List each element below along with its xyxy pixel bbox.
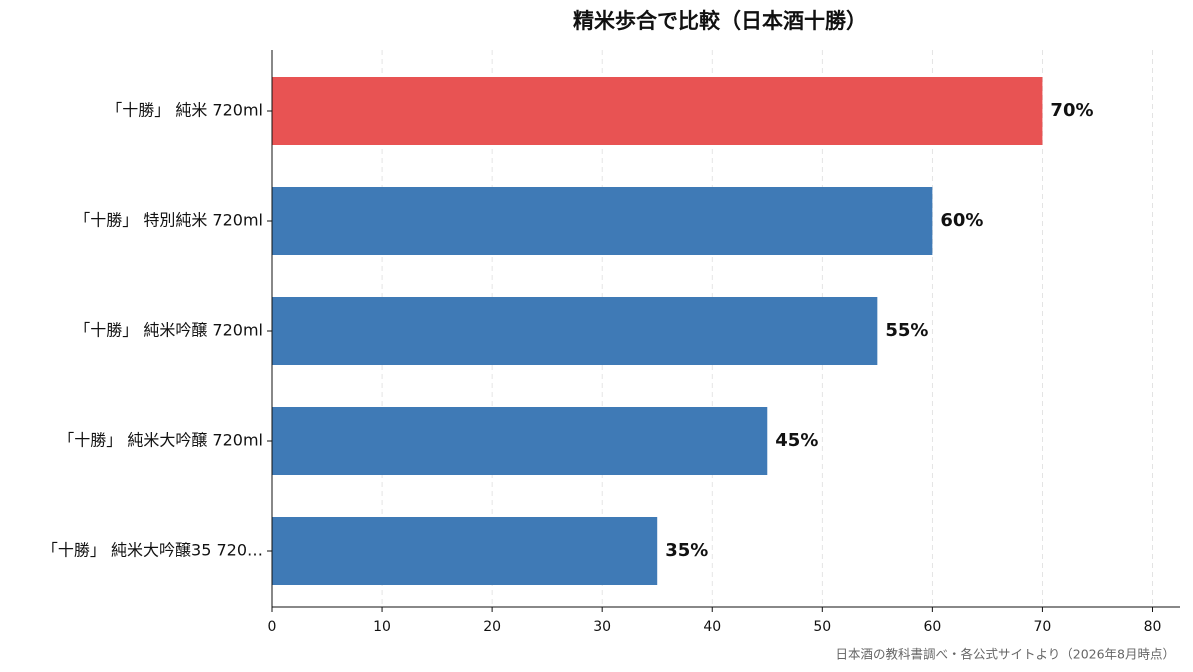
value-label: 35%	[665, 540, 708, 561]
bar	[272, 407, 768, 475]
x-tick-label: 40	[703, 619, 721, 635]
x-tick-label: 50	[813, 619, 831, 635]
chart-title: 精米歩合で比較（日本酒十勝）	[573, 9, 867, 33]
x-tick-label: 10	[373, 619, 391, 635]
y-tick-label: 「十勝」 純米 720ml	[106, 101, 263, 120]
x-tick-label: 60	[923, 619, 941, 635]
value-label: 70%	[1050, 100, 1093, 121]
y-tick-label: 「十勝」 特別純米 720ml	[74, 211, 263, 230]
y-tick-label: 「十勝」 純米吟醸 720ml	[74, 321, 263, 340]
bar	[272, 187, 933, 255]
bar	[272, 517, 658, 585]
bar	[272, 77, 1043, 145]
value-label: 55%	[885, 320, 928, 341]
x-tick-label: 70	[1034, 619, 1052, 635]
x-tick-label: 0	[268, 619, 277, 635]
x-tick-label: 80	[1144, 619, 1162, 635]
x-tick-label: 20	[483, 619, 501, 635]
bar	[272, 297, 878, 365]
source-note: 日本酒の教科書調べ・各公式サイトより（2026年8月時点）	[835, 647, 1175, 662]
y-tick-label: 「十勝」 純米大吟醸 720ml	[58, 431, 263, 450]
x-tick-label: 30	[593, 619, 611, 635]
y-tick-label: 「十勝」 純米大吟醸35 720…	[42, 541, 263, 560]
value-label: 45%	[775, 430, 818, 451]
value-label: 60%	[940, 210, 983, 231]
